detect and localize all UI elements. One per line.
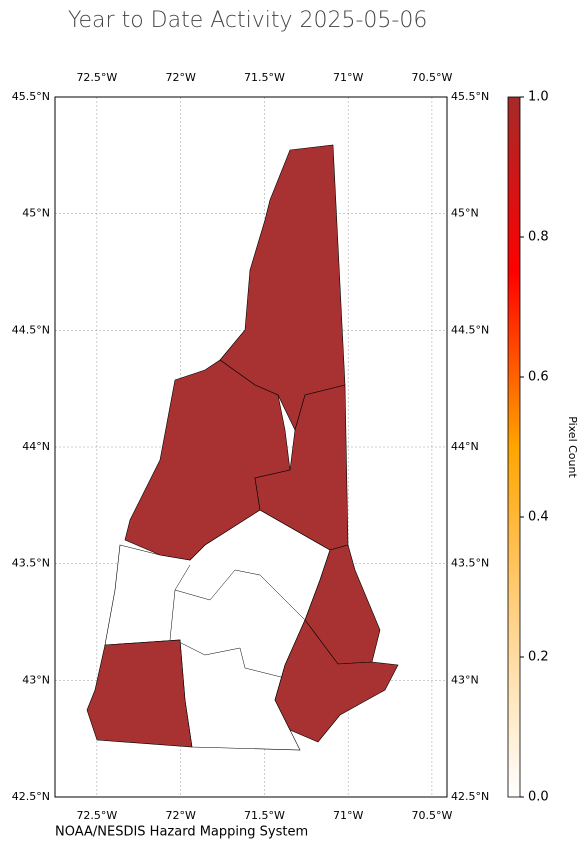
- x-tick-label: 70.5°W: [411, 71, 452, 84]
- colorbar-tick-label: 0.2: [528, 650, 549, 665]
- colorbar-tick-label: 1.0: [528, 90, 549, 105]
- colorbar: [507, 96, 521, 798]
- x-tick-label: 72°W: [165, 809, 195, 822]
- y-tick-label: 42.5°N: [12, 790, 50, 803]
- x-tick-label: 72.5°W: [76, 71, 117, 84]
- x-tick-label: 71.5°W: [244, 809, 285, 822]
- y-tick-label: 44°N: [22, 440, 50, 453]
- y-tick-label: 44.5°N: [451, 323, 489, 336]
- map-frame: [54, 96, 448, 798]
- colorbar-tick-label: 0.0: [528, 790, 549, 805]
- x-tick-label: 72.5°W: [76, 809, 117, 822]
- colorbar-tick-label: 0.4: [528, 510, 549, 525]
- x-tick-label: 72°W: [165, 71, 195, 84]
- x-tick-label: 71°W: [333, 71, 363, 84]
- colorbar-tick-label: 0.8: [528, 230, 549, 245]
- credit: NOAA/NESDIS Hazard Mapping System: [55, 825, 308, 840]
- y-tick-label: 43.5°N: [451, 557, 489, 570]
- y-tick-label: 43°N: [22, 673, 50, 686]
- title: Year to Date Activity 2025-05-06: [68, 8, 427, 33]
- county-border: [174, 569, 306, 621]
- counties: [86, 144, 399, 751]
- y-tick-label: 44.5°N: [12, 323, 50, 336]
- y-tick-label: 45.5°N: [451, 90, 489, 103]
- y-tick-label: 45°N: [22, 207, 50, 220]
- x-tick-label: 71°W: [333, 809, 363, 822]
- y-tick-label: 43°N: [451, 673, 479, 686]
- y-tick-label: 43.5°N: [12, 557, 50, 570]
- colorbar-tick-label: 0.6: [528, 370, 549, 385]
- county-rockingham: [274, 619, 399, 743]
- x-tick-label: 70.5°W: [411, 809, 452, 822]
- y-tick-label: 42.5°N: [451, 790, 489, 803]
- county-border: [174, 639, 286, 679]
- county-cheshire: [86, 639, 193, 748]
- x-tick-label: 71.5°W: [244, 71, 285, 84]
- colorbar-label: Pixel Count: [566, 416, 579, 478]
- y-tick-label: 44°N: [451, 440, 479, 453]
- y-tick-label: 45.5°N: [12, 90, 50, 103]
- county-carroll: [254, 384, 349, 551]
- y-tick-label: 45°N: [451, 207, 479, 220]
